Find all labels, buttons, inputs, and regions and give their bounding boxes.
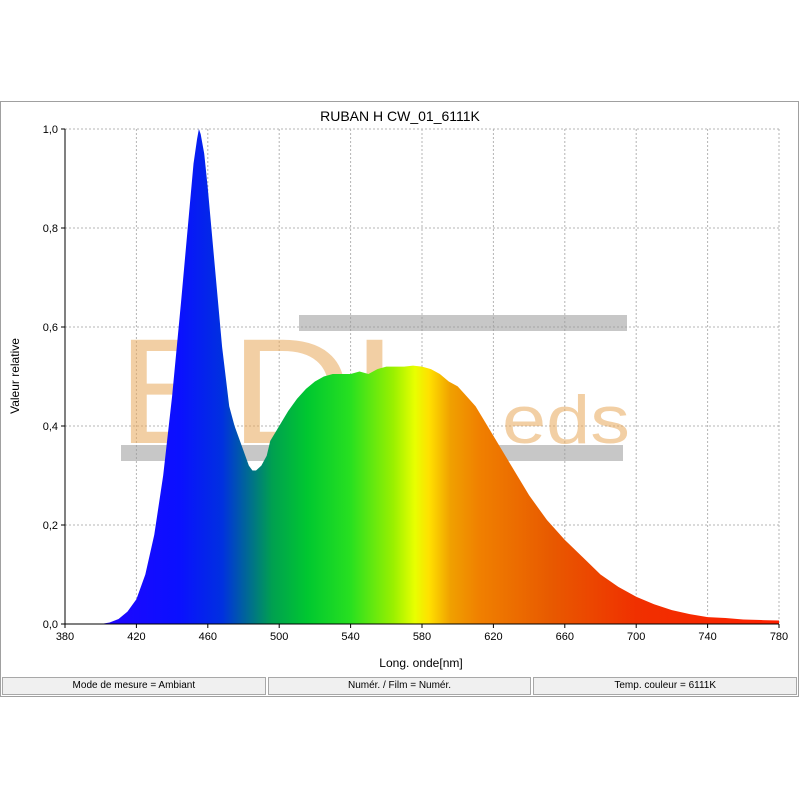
spectrum-area [65, 129, 779, 624]
y-tick-label-1: 0,2 [43, 520, 58, 532]
x-tick-label-740: 740 [698, 631, 716, 643]
x-axis-label: Long. onde[nm] [379, 656, 462, 670]
watermark-bar-top [299, 315, 627, 331]
x-tick-label-620: 620 [484, 631, 502, 643]
y-axis-ticks: 0,0 0,2 0,4 0,6 0,8 1,0 [43, 124, 65, 631]
x-tick-label-540: 540 [341, 631, 359, 643]
status-measure-mode: Mode de mesure = Ambiant [2, 677, 266, 695]
x-axis-ticks: 380 420 460 500 540 580 620 660 700 740 780 [56, 624, 788, 643]
y-tick-label-0: 0,0 [43, 619, 58, 631]
x-tick-label-780: 780 [770, 631, 788, 643]
status-digital-film: Numér. / Film = Numér. [267, 677, 532, 695]
y-tick-label-4: 0,8 [43, 223, 58, 235]
status-color-temp: Temp. couleur = 6111K [533, 677, 798, 695]
x-tick-label-500: 500 [270, 631, 288, 643]
x-tick-label-420: 420 [127, 631, 145, 643]
x-tick-label-460: 460 [199, 631, 217, 643]
x-tick-label-380: 380 [56, 631, 74, 643]
watermark-logo-suffix: eds [502, 382, 630, 458]
y-tick-label-5: 1,0 [43, 124, 58, 136]
y-tick-label-2: 0,4 [43, 421, 58, 433]
status-bar: Mode de mesure = Ambiant Numér. / Film =… [1, 677, 798, 695]
chart-title: RUBAN H CW_01_6111K [320, 108, 480, 124]
y-tick-label-3: 0,6 [43, 322, 58, 334]
x-tick-label-700: 700 [627, 631, 645, 643]
x-tick-label-660: 660 [556, 631, 574, 643]
y-axis-label: Valeur relative [8, 338, 22, 414]
spectrum-chart: RUBAN H CW_01_6111K BDL eds 0,00,20,40,60… [8, 108, 788, 670]
x-tick-label-580: 580 [413, 631, 431, 643]
